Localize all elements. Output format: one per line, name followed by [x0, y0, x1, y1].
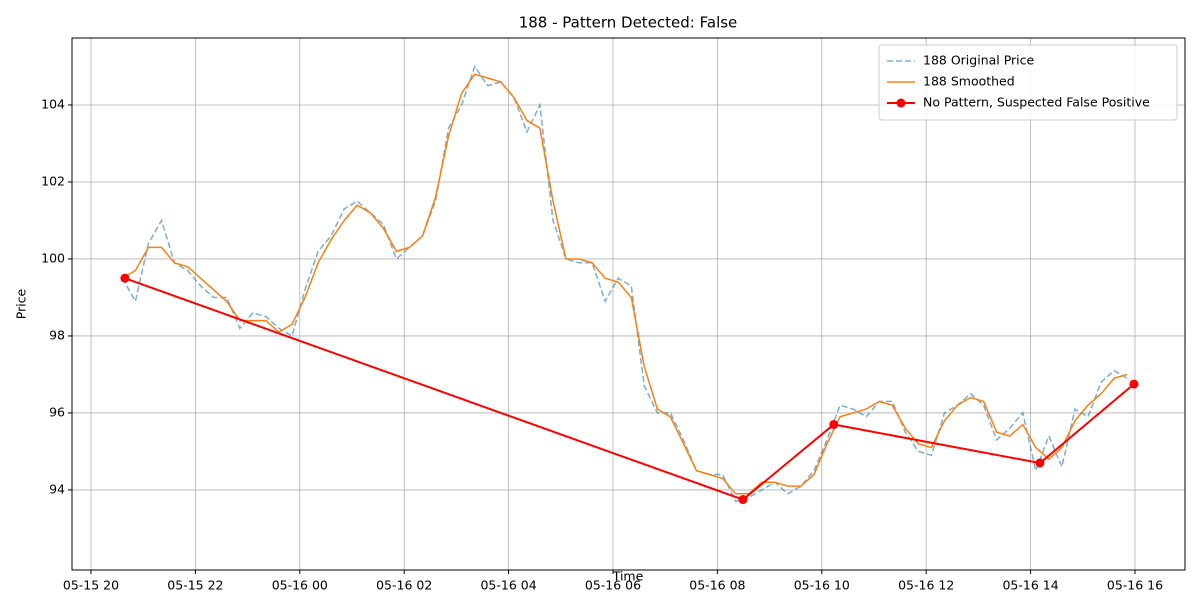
y-tick-label: 100: [41, 250, 65, 265]
y-tick-label: 96: [49, 404, 65, 419]
series-line: [121, 73, 1128, 495]
y-tick-label: 94: [49, 481, 65, 496]
x-tick-label: 05-16 06: [585, 578, 641, 593]
legend-label: 188 Original Price: [923, 53, 1035, 68]
x-axis-label: Time: [612, 569, 644, 584]
legend-marker: [896, 98, 906, 108]
y-tick-label: 102: [41, 173, 65, 188]
data-point: [1035, 458, 1045, 468]
x-tick-label: 05-16 08: [689, 578, 745, 593]
legend: 188 Original Price 188 Smoothed No Pattern…: [878, 44, 1178, 121]
x-tick-label: 05-15 22: [167, 578, 223, 593]
x-tick-label: 05-16 04: [480, 578, 536, 593]
plot-frame: [71, 37, 1186, 571]
chart-title: 188 - Pattern Detected: False: [519, 14, 738, 32]
x-tick-label: 05-16 10: [794, 578, 850, 593]
data-point: [120, 273, 130, 283]
data-point: [1129, 379, 1139, 389]
x-tick-label: 05-15 20: [63, 578, 119, 593]
y-tick-label: 98: [49, 327, 65, 342]
x-tick-label: 05-16 02: [376, 578, 432, 593]
x-tick-label: 05-16 14: [1002, 578, 1058, 593]
legend-frame: [878, 44, 1178, 121]
y-axis-label: Price: [14, 288, 29, 319]
legend-label: No Pattern, Suspected False Positive: [923, 95, 1150, 110]
legend-label: 188 Smoothed: [923, 74, 1015, 89]
x-tick-label: 05-16 00: [272, 578, 328, 593]
data-point: [829, 419, 839, 429]
x-tick-label: 05-16 16: [1107, 578, 1163, 593]
x-tick-label: 05-16 12: [898, 578, 954, 593]
data-point: [738, 495, 748, 505]
y-tick-label: 104: [41, 96, 65, 111]
